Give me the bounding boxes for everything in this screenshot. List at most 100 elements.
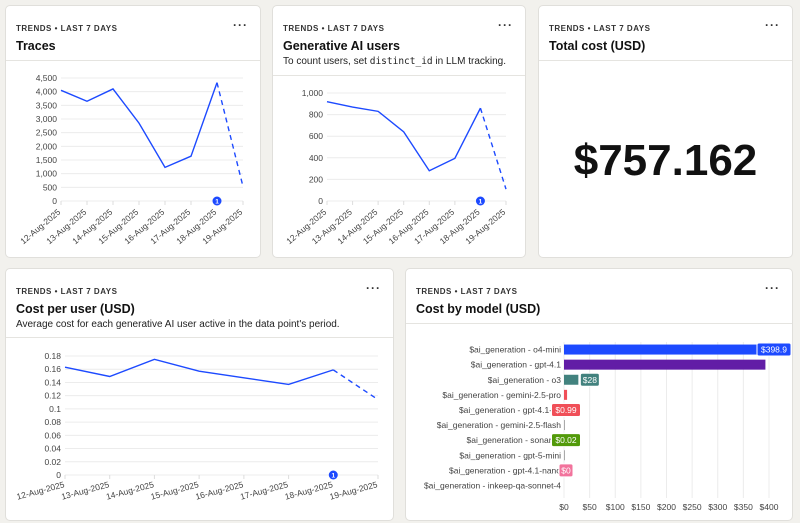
series-line: [60, 82, 218, 169]
category-label: $ai_generation - inkeep-qa-sonnet-4: [424, 480, 561, 490]
cost-by-model-chart: $0 $50 $100 $150 $200 $250 $300 $350 $400 $ai_gen…: [424, 342, 792, 512]
more-menu-button[interactable]: ···: [765, 18, 780, 32]
x-tick-label: $350: [734, 502, 753, 512]
y-tick-label: 0.04: [44, 444, 61, 454]
y-tick-label: 200: [309, 174, 323, 184]
y-tick-label: 0.08: [44, 417, 61, 427]
y-tick-label: 0: [52, 196, 57, 206]
card-title[interactable]: Cost per user (USD): [16, 302, 135, 316]
category-label: $ai_generation - gpt-4.1-nano: [449, 465, 561, 475]
annotation-count: 1: [331, 473, 335, 480]
data-label-bg: [756, 342, 792, 357]
x-tick-label: 13-Aug-2025: [60, 479, 110, 501]
y-tick-label: 0.06: [44, 430, 61, 440]
y-tick-label: 600: [309, 131, 323, 141]
y-tick-label: 3,000: [36, 114, 58, 124]
x-tick-label: 14-Aug-2025: [105, 479, 155, 501]
traces-card: TRENDS • LAST 7 DAYS ··· Traces 0 500 1,00…: [5, 5, 261, 258]
category-label: $ai_generation - gpt-4.1: [471, 360, 562, 370]
divider: [6, 337, 393, 338]
cost-per-user-chart: 0 0.02 0.04 0.06 0.08 0.1 0.12 0.14 0.16 0.18 12-A…: [15, 351, 378, 502]
card-title[interactable]: Generative AI users: [283, 39, 400, 53]
category-label: $ai_generation - gpt-4.1-mi: [459, 405, 561, 415]
y-tick-label: 1,500: [36, 155, 58, 165]
card-title[interactable]: Cost by model (USD): [416, 302, 541, 316]
y-tick-label: 4,500: [36, 73, 58, 83]
y-tick-label: 0: [56, 470, 61, 480]
bar: [564, 344, 769, 355]
data-label-bg: [551, 433, 581, 448]
data-label-bg: [551, 402, 581, 417]
more-menu-button[interactable]: ···: [498, 18, 513, 32]
x-tick-label: $50: [583, 502, 597, 512]
annotation-count: 1: [215, 199, 219, 206]
category-label: $ai_generation - gpt-5-mini: [459, 450, 561, 460]
category-label: $ai_generation - o4-mini: [469, 345, 561, 355]
divider: [406, 323, 792, 324]
more-menu-button[interactable]: ···: [366, 281, 381, 295]
x-tick-label: 18-Aug-2025: [284, 479, 334, 501]
traces-chart: 0 500 1,000 1,500 2,000 2,500 3,000 3,500 4,000 4…: [18, 73, 244, 246]
card-description: To count users, set distinct_id in LLM t…: [283, 56, 507, 67]
divider: [6, 60, 260, 61]
series-line-incomplete: [216, 82, 244, 187]
data-label: $0.02: [555, 435, 577, 445]
data-label-bg: [558, 463, 574, 478]
data-label: $0: [561, 465, 571, 475]
y-tick-label: 0.16: [44, 364, 61, 374]
ai-users-chart: 02004006008001,00012-Aug-202513-Aug-2025…: [284, 88, 507, 246]
x-tick-label: $100: [606, 502, 625, 512]
x-tick-label: 17-Aug-2025: [239, 479, 289, 501]
x-tick-label: 15-Aug-2025: [150, 479, 200, 501]
divider: [273, 75, 525, 76]
y-tick-label: 2,000: [36, 141, 58, 151]
cost-per-user-card: TRENDS • LAST 7 DAYS ··· Cost per user (…: [5, 268, 394, 521]
x-tick-label: $250: [683, 502, 702, 512]
card-tag: TRENDS • LAST 7 DAYS: [283, 24, 385, 33]
annotation-badge: [475, 196, 485, 206]
y-tick-label: 1,000: [302, 88, 324, 98]
y-tick-label: 0.14: [44, 377, 61, 387]
y-tick-label: 0.1: [49, 404, 61, 414]
x-tick-label: 12-Aug-2025: [15, 479, 65, 501]
bar: [564, 420, 565, 431]
y-tick-label: 1,000: [36, 169, 58, 179]
y-tick-label: 0: [318, 196, 323, 206]
data-label: $0.99: [555, 405, 577, 415]
series-line-incomplete: [479, 107, 507, 190]
annotation-badge: [212, 196, 222, 206]
divider: [539, 60, 792, 61]
cost-by-model-card: TRENDS • LAST 7 DAYS ··· Cost by model (…: [405, 268, 793, 521]
card-tag: TRENDS • LAST 7 DAYS: [16, 287, 118, 296]
category-label: $ai_generation - gemini-2.5-pro: [442, 390, 561, 400]
card-title[interactable]: Total cost (USD): [549, 39, 646, 53]
x-tick-label: $200: [657, 502, 676, 512]
category-label: $ai_generation - sonar-pi: [466, 435, 561, 445]
y-tick-label: 4,000: [36, 87, 58, 97]
y-tick-label: 800: [309, 110, 323, 120]
x-tick-label: 16-Aug-2025: [194, 479, 244, 501]
bar: [564, 374, 579, 385]
x-tick-label: $150: [631, 502, 650, 512]
more-menu-button[interactable]: ···: [765, 281, 780, 295]
total-cost-value: $757.162: [573, 136, 758, 185]
category-label: $ai_generation - o3: [488, 375, 562, 385]
bar: [564, 389, 568, 400]
y-tick-label: 0.02: [44, 457, 61, 467]
ai-users-card: TRENDS • LAST 7 DAYS ··· Generative AI u…: [272, 5, 526, 258]
more-menu-button[interactable]: ···: [233, 18, 248, 32]
y-tick-label: 3,500: [36, 100, 58, 110]
y-tick-label: 400: [309, 153, 323, 163]
x-tick-label: $300: [708, 502, 727, 512]
category-label: $ai_generation - gemini-2.5-flash: [437, 420, 562, 430]
series-line: [326, 100, 482, 172]
y-tick-label: 0.18: [44, 351, 61, 361]
card-description: Average cost for each generative AI user…: [16, 319, 340, 330]
data-label-bg: [579, 372, 600, 387]
data-label: $28: [583, 375, 597, 385]
x-tick-label: 19-Aug-2025: [328, 479, 378, 501]
x-tick-label: $0: [559, 502, 569, 512]
total-cost-card: TRENDS • LAST 7 DAYS ··· Total cost (USD…: [538, 5, 793, 258]
card-title[interactable]: Traces: [16, 39, 56, 53]
series-line: [64, 358, 334, 386]
